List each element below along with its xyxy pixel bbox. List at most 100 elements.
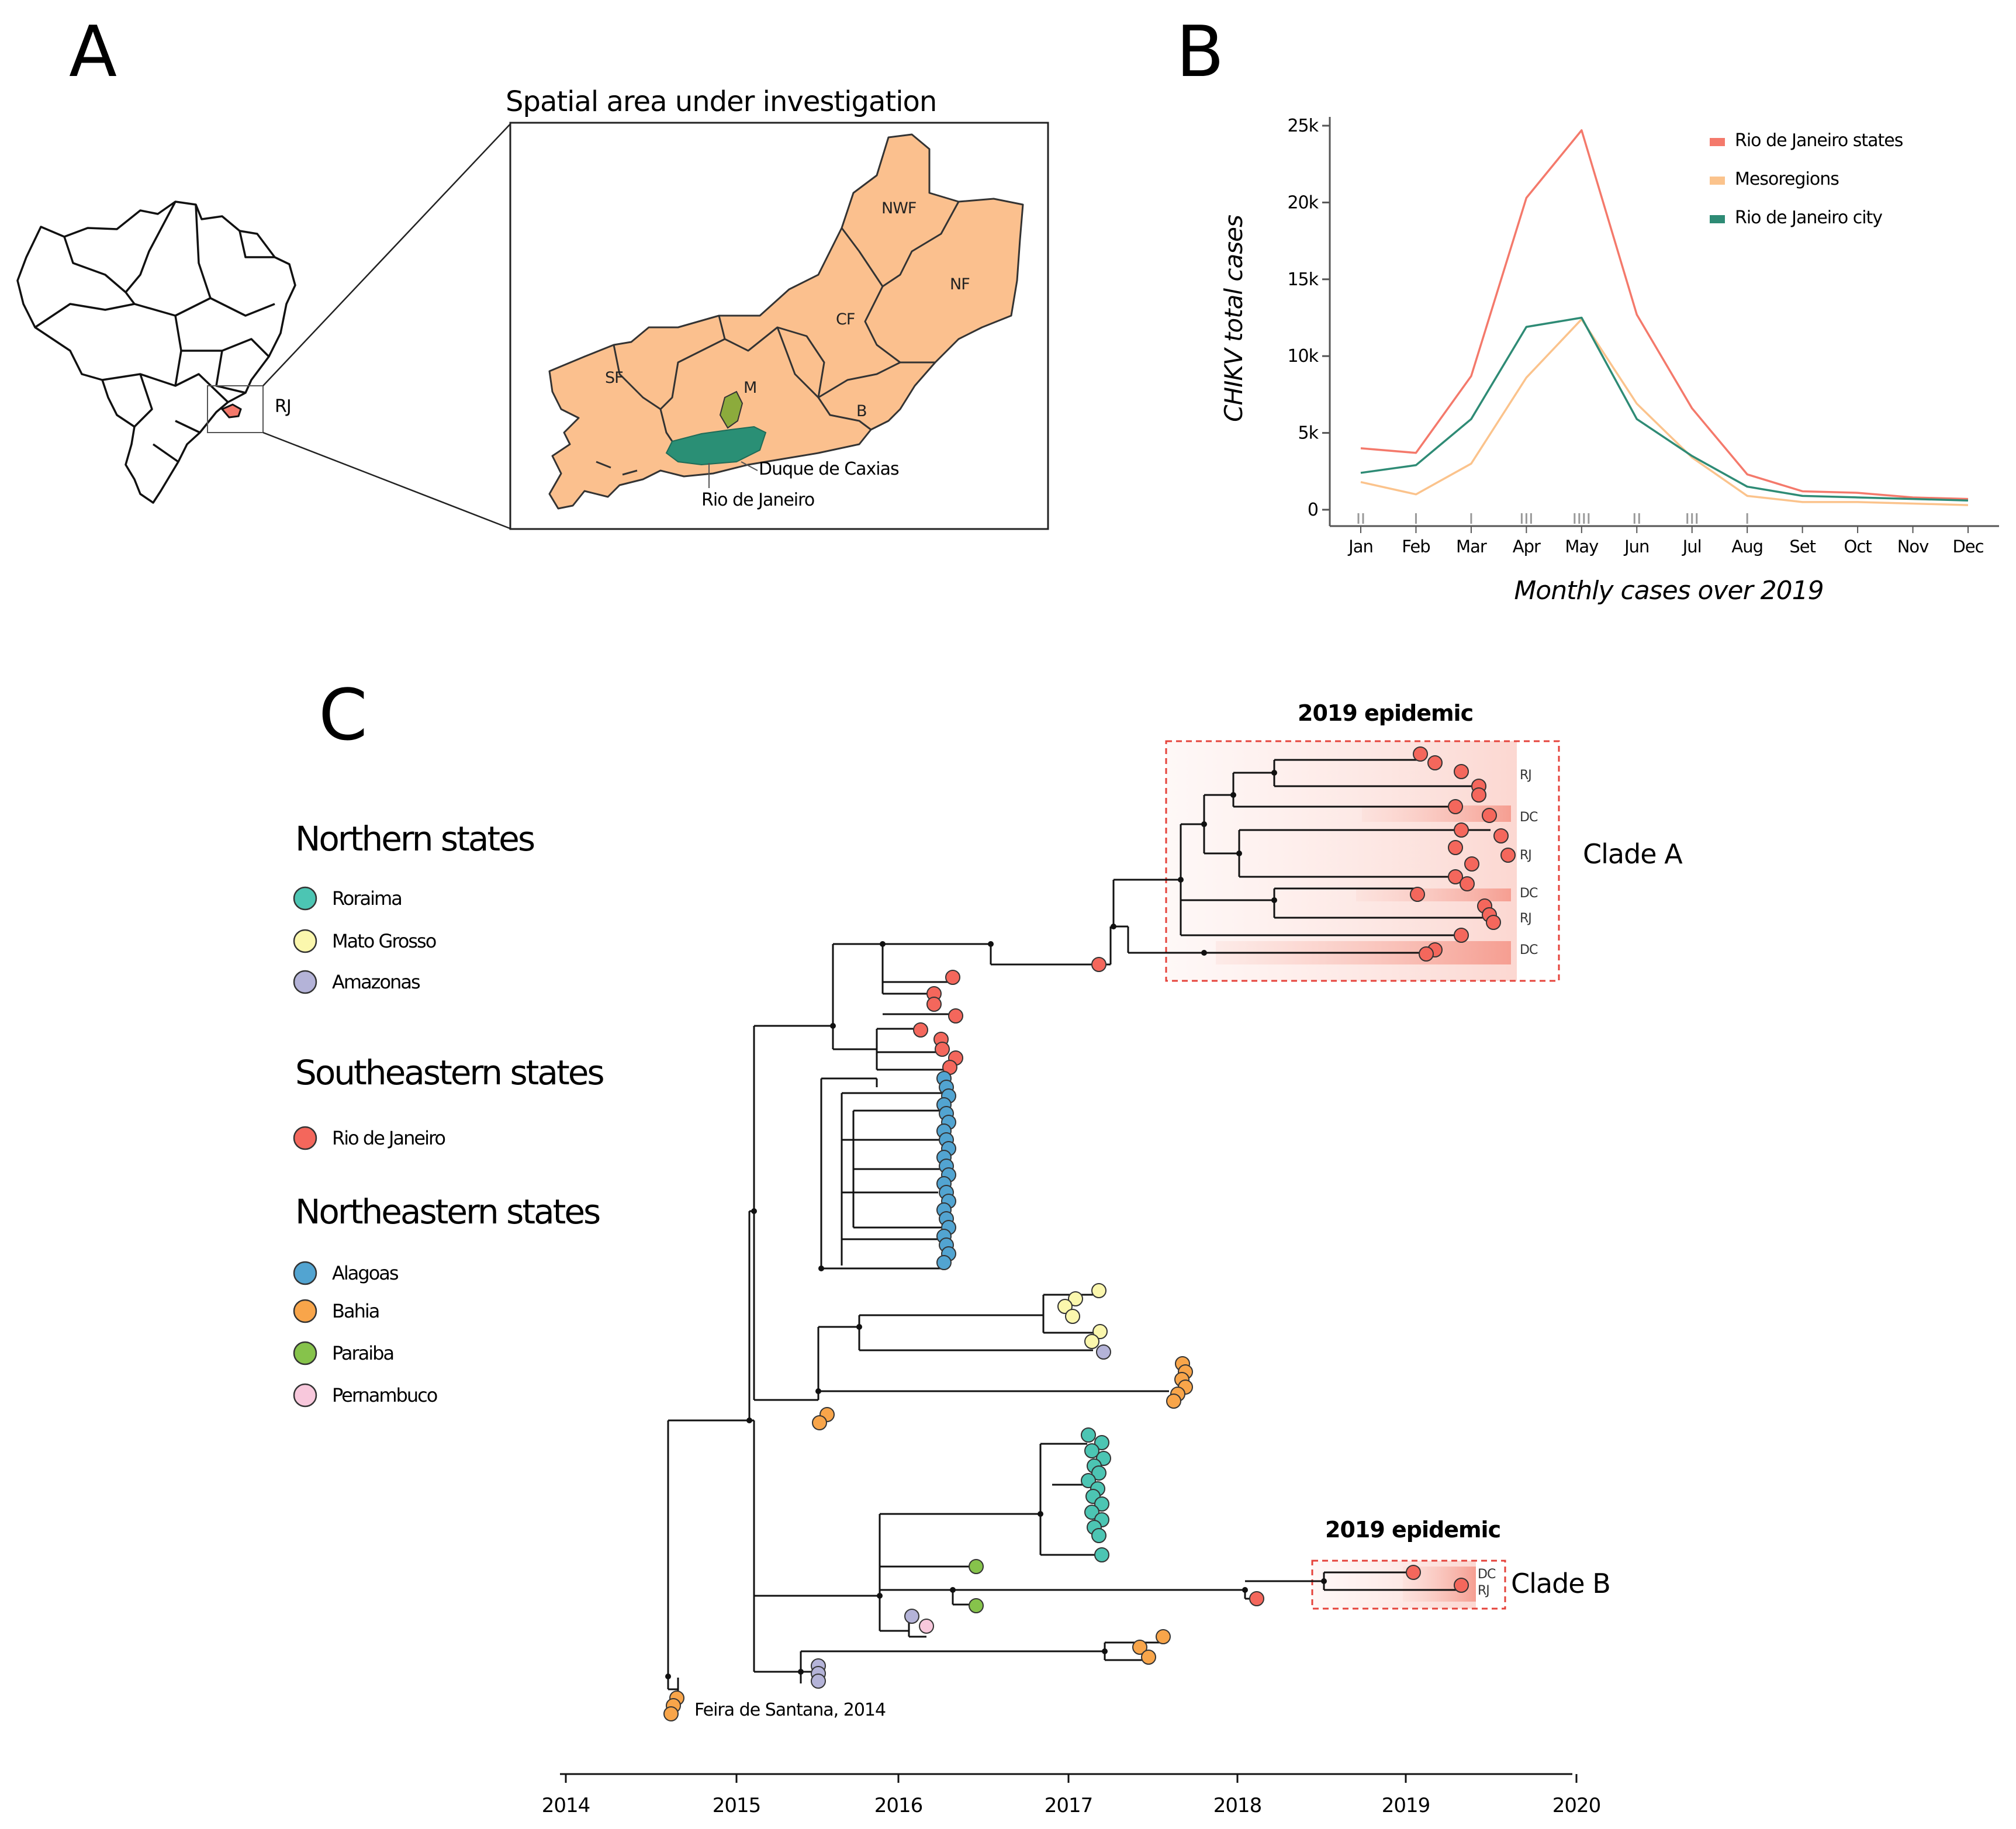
tip-dot bbox=[1091, 1528, 1106, 1543]
legend-swatch bbox=[293, 1299, 317, 1323]
legend-group-title: Northeastern states bbox=[295, 1192, 600, 1232]
x-tick-label: May bbox=[1565, 537, 1599, 556]
clade-a-tag-rj-2: RJ bbox=[1520, 848, 1531, 863]
tip-dot bbox=[1057, 1299, 1073, 1314]
clade-a-tag-rj-1: RJ bbox=[1520, 768, 1531, 783]
tip-dot bbox=[811, 1674, 826, 1689]
legend-swatch bbox=[1710, 215, 1725, 223]
time-tick-label: 2020 bbox=[1552, 1794, 1601, 1817]
clade-a-title: 2019 epidemic bbox=[1298, 700, 1473, 726]
tip-dot bbox=[1084, 1443, 1099, 1458]
legend-swatch bbox=[293, 1126, 317, 1150]
x-tick-label: Nov bbox=[1897, 537, 1929, 556]
tip-dot bbox=[1454, 928, 1469, 943]
clade-b-label: Clade B bbox=[1511, 1568, 1610, 1599]
tip-dot bbox=[969, 1559, 984, 1574]
legend-swatch bbox=[1710, 138, 1725, 146]
tip-dot bbox=[1092, 1324, 1108, 1339]
tip-dot bbox=[1471, 787, 1486, 803]
state-label-rj: RJ bbox=[275, 396, 291, 417]
tip-dot bbox=[1068, 1291, 1083, 1306]
tree-tips bbox=[663, 746, 1516, 1721]
y-tick-label: 25k bbox=[1287, 116, 1319, 136]
time-tick-label: 2019 bbox=[1382, 1794, 1430, 1817]
tip-dot bbox=[969, 1598, 984, 1613]
region-label-b: B bbox=[856, 402, 867, 420]
region-label-nf: NF bbox=[950, 275, 970, 293]
tip-dot bbox=[1493, 828, 1509, 843]
tree-nodes bbox=[665, 770, 1327, 1679]
legend-item-label: Paraiba bbox=[332, 1342, 393, 1364]
clade-b-tag-dc: DC bbox=[1478, 1567, 1496, 1582]
x-tick-label: Jul bbox=[1682, 537, 1702, 556]
tip-dot bbox=[1249, 1591, 1264, 1606]
tip-dot bbox=[948, 1008, 963, 1024]
legend-label: Rio de Janeiro city bbox=[1735, 208, 1882, 228]
legend-swatch bbox=[1710, 177, 1725, 185]
tip-dot bbox=[1091, 1465, 1106, 1481]
tip-dot bbox=[1448, 869, 1463, 884]
x-tick-label: Mar bbox=[1456, 537, 1487, 556]
tip-dot bbox=[1419, 946, 1434, 962]
tip-dot bbox=[1094, 1547, 1109, 1562]
x-tick-label: Set bbox=[1789, 537, 1816, 556]
region-label-cf: CF bbox=[836, 310, 855, 329]
tip-dot bbox=[1132, 1640, 1147, 1655]
tip-dot bbox=[936, 1255, 952, 1270]
tip-dot bbox=[1094, 1496, 1109, 1512]
legend-group-title: Northern states bbox=[295, 819, 534, 859]
tip-dot bbox=[1094, 1435, 1109, 1450]
x-tick-label: Feb bbox=[1402, 537, 1430, 556]
time-axis: 2014 2015 2016 2017 2018 2019 2020 bbox=[542, 1773, 1601, 1817]
tip-dot bbox=[1084, 1505, 1099, 1520]
tip-dot bbox=[663, 1706, 679, 1721]
y-axis-label: CHIKV total cases bbox=[1219, 215, 1248, 422]
city-label-duque: Duque de Caxias bbox=[759, 459, 899, 479]
tip-dot bbox=[1096, 1344, 1111, 1360]
tip-dot bbox=[1464, 856, 1479, 872]
tip-dot bbox=[1141, 1650, 1156, 1665]
legend-label: Mesoregions bbox=[1735, 169, 1839, 189]
y-tick-label: 15k bbox=[1287, 269, 1319, 290]
time-tick-label: 2014 bbox=[542, 1794, 590, 1817]
tip-dot bbox=[1448, 799, 1463, 814]
legend-swatch bbox=[293, 1383, 317, 1408]
tip-dot bbox=[1500, 848, 1516, 863]
legend-item-label: Roraima bbox=[332, 887, 402, 910]
y-tick-label: 10k bbox=[1287, 346, 1319, 367]
legend-item-label: Mato Grosso bbox=[332, 930, 436, 952]
duque-leader bbox=[741, 461, 758, 471]
legend-label: Rio de Janeiro states bbox=[1735, 130, 1903, 151]
zoom-line-bottom bbox=[262, 431, 512, 530]
tip-dot bbox=[1454, 822, 1469, 838]
tip-dot bbox=[1448, 840, 1463, 855]
tip-dot bbox=[1454, 764, 1469, 779]
legend-item-label: Pernambuco bbox=[332, 1384, 437, 1406]
line-chart: 0 5k 10k 15k 20k 25k Jan Feb Mar Apr May Jun Jul Aug S… bbox=[1219, 116, 1999, 606]
tip-dot bbox=[1410, 887, 1425, 902]
x-tick-label: Aug bbox=[1731, 537, 1763, 556]
panel-label-c: C bbox=[319, 675, 368, 756]
y-tick-label: 0 bbox=[1308, 500, 1318, 520]
tip-dot bbox=[1084, 1334, 1099, 1349]
legend-swatch bbox=[293, 970, 317, 994]
tip-dot bbox=[812, 1415, 827, 1430]
duque-de-caxias-area bbox=[719, 390, 744, 429]
tip-dot bbox=[919, 1619, 934, 1634]
series-line-1 bbox=[1360, 318, 1969, 506]
legend-item-label: Alagoas bbox=[332, 1262, 399, 1284]
y-tick-label: 20k bbox=[1287, 192, 1319, 213]
zoom-box bbox=[207, 385, 264, 433]
x-tick-label: Dec bbox=[1952, 537, 1983, 556]
clade-b-tag-rj: RJ bbox=[1478, 1583, 1489, 1598]
tip-dot bbox=[1427, 755, 1443, 770]
root-label: Feira de Santana, 2014 bbox=[694, 1700, 886, 1720]
legend-swatch bbox=[293, 1261, 317, 1285]
tip-dot bbox=[1482, 808, 1497, 823]
region-label-nwf: NWF bbox=[881, 199, 916, 217]
city-label-rio: Rio de Janeiro bbox=[701, 490, 814, 510]
tip-dot bbox=[1081, 1427, 1096, 1443]
region-label-sf: SF bbox=[605, 369, 623, 387]
tip-dot bbox=[926, 997, 942, 1012]
